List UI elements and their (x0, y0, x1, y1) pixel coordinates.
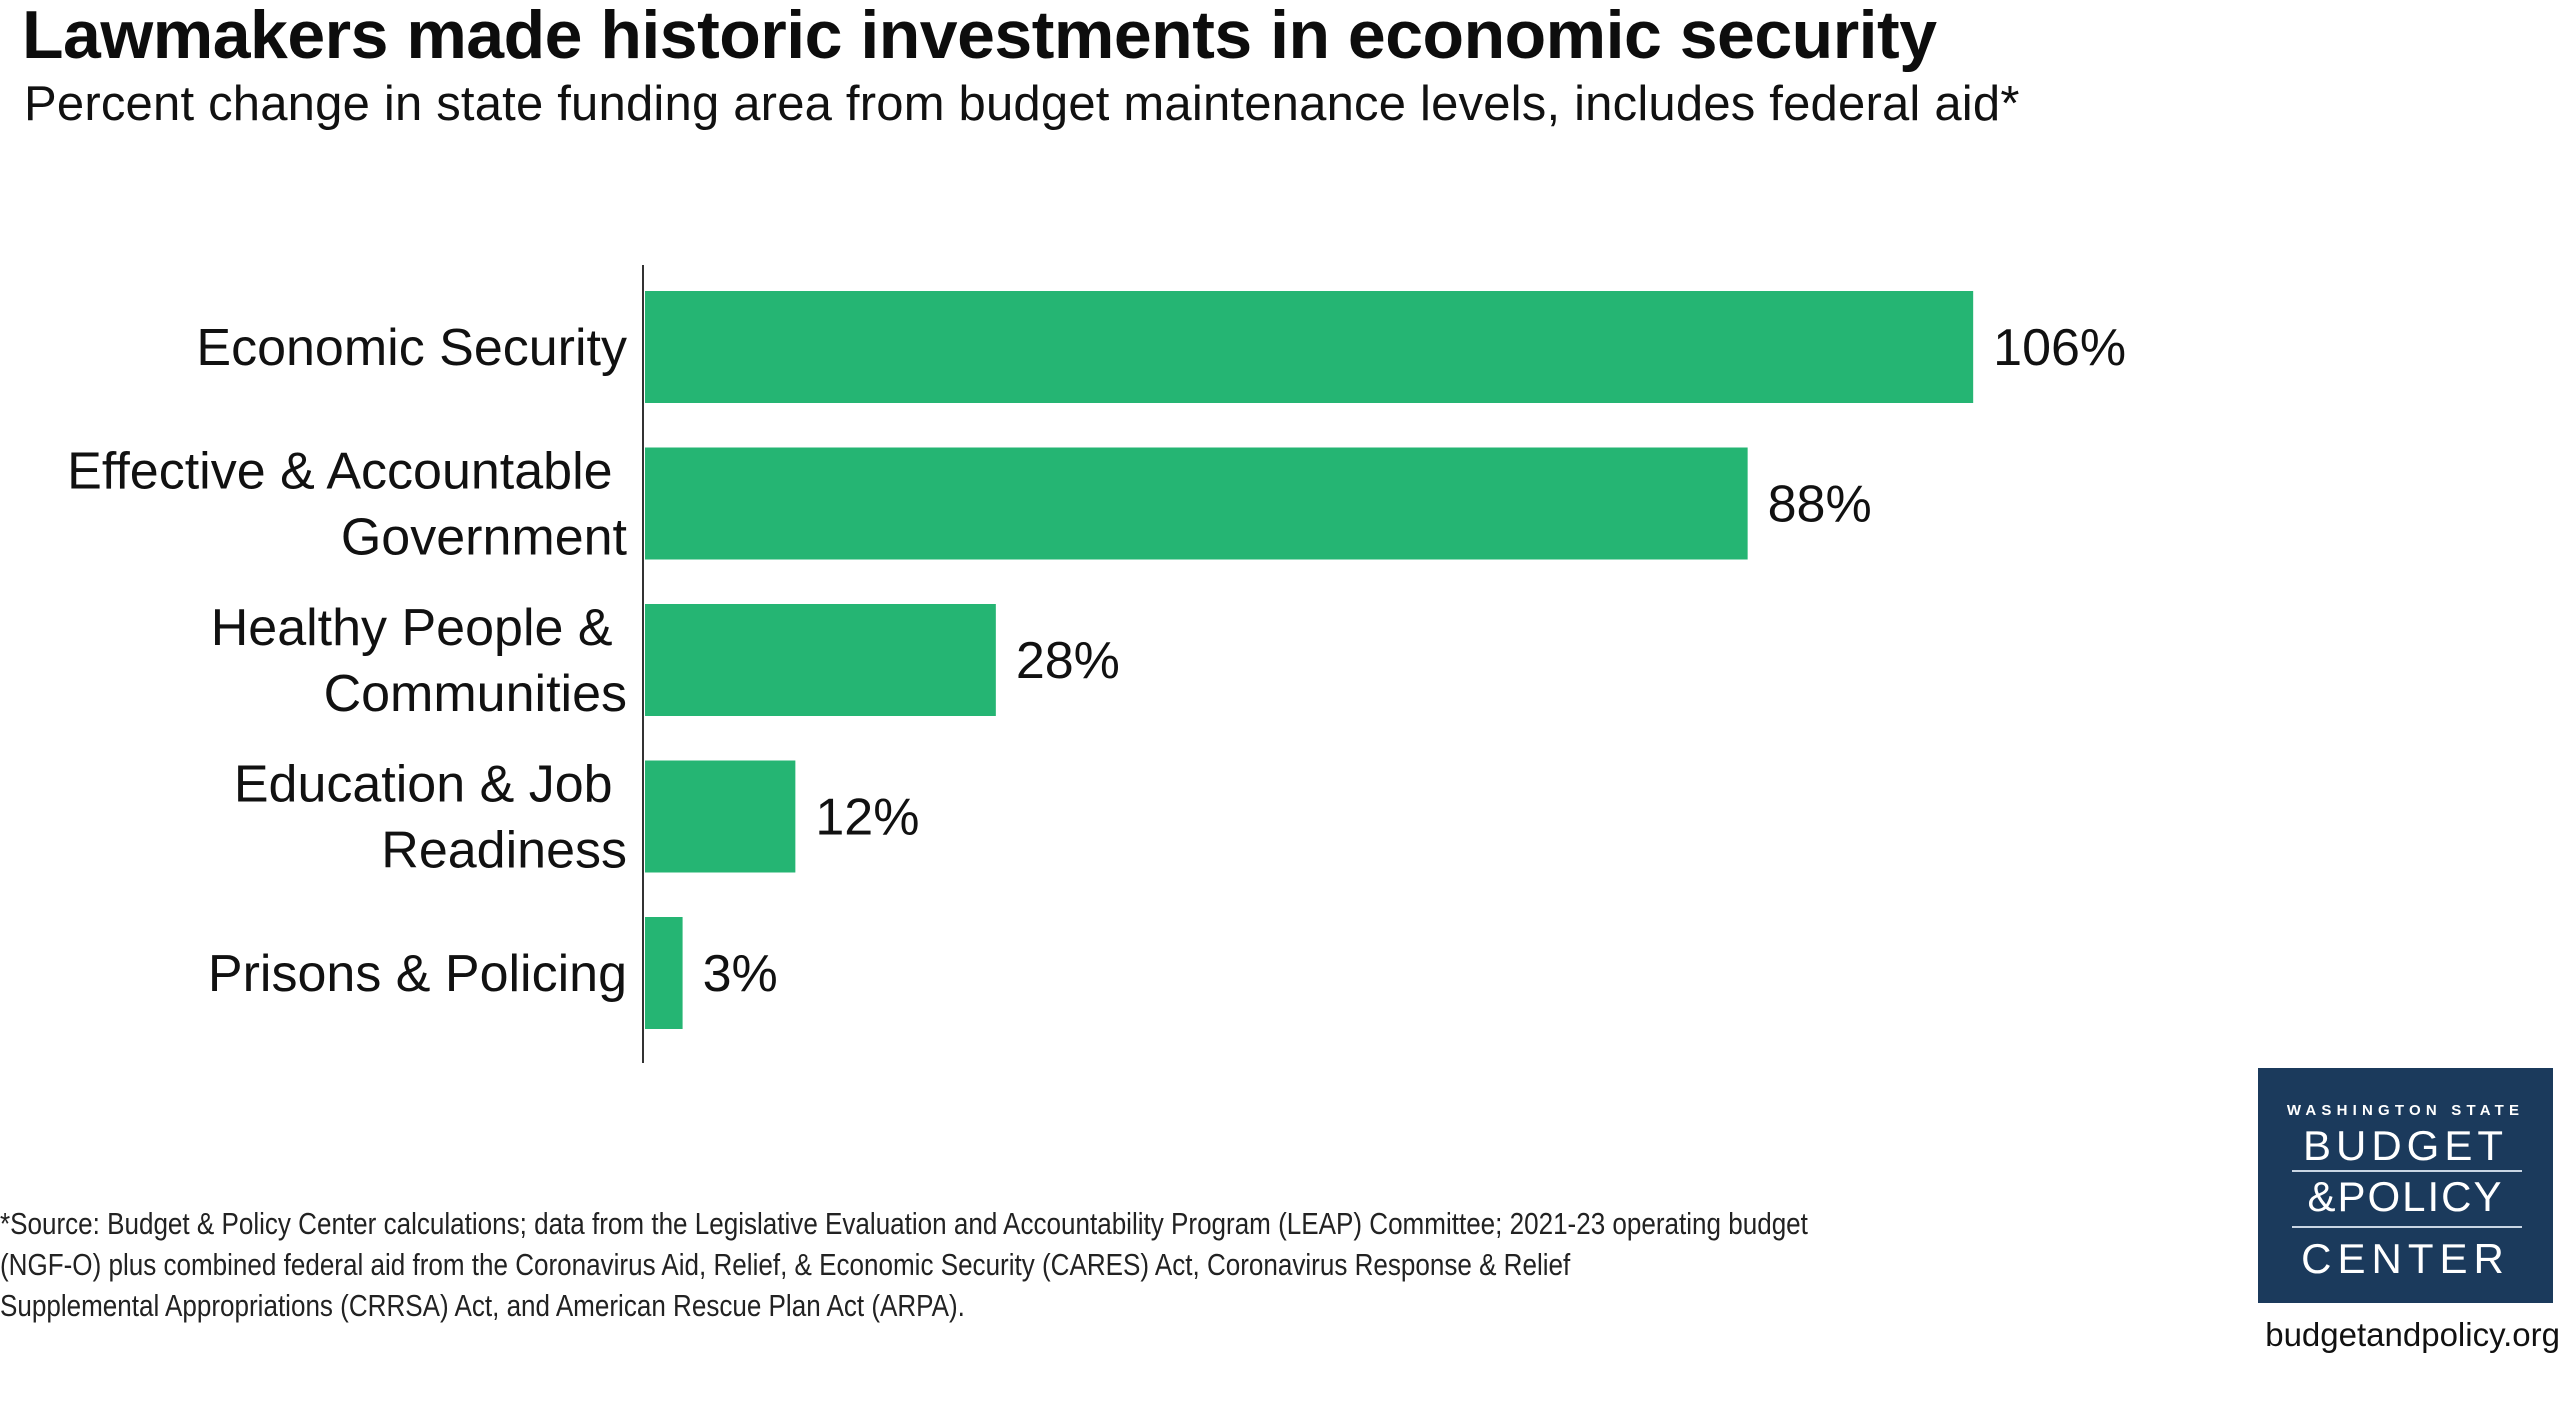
category-label: Education & Job (234, 756, 627, 814)
bar (645, 604, 996, 716)
value-label: 28% (1016, 632, 1120, 690)
chart-subtitle: Percent change in state funding area fro… (24, 77, 2020, 131)
category-label: Government (341, 509, 628, 567)
source-footnote: *Source: Budget & Policy Center calculat… (0, 1203, 1808, 1326)
value-label: 3% (703, 945, 778, 1003)
logo-center-text: CENTER (2301, 1235, 2510, 1282)
value-label: 12% (815, 789, 919, 847)
bar (645, 291, 1974, 403)
bar (645, 447, 1748, 560)
chart-title: Lawmakers made historic investments in e… (22, 0, 1937, 73)
footnote-line: *Source: Budget & Policy Center calculat… (0, 1206, 1808, 1241)
bar (645, 917, 683, 1029)
logo-budget-text: BUDGET (2302, 1122, 2508, 1169)
logo-policy-text: &POLICY (2307, 1173, 2504, 1220)
footnote-line: Supplemental Appropriations (CRRSA) Act,… (0, 1288, 965, 1323)
category-label: Prisons & Policing (208, 945, 627, 1003)
bar-chart: Economic Security Effective & Accountable… (67, 265, 2127, 1063)
logo-state-text: WASHINGTON STATE (2286, 1102, 2525, 1119)
value-labels-group: 106% 88% 28% 12% 3% (703, 319, 2127, 1003)
logo-divider (2292, 1226, 2522, 1228)
category-label: Healthy People & (211, 599, 627, 657)
logo-divider (2292, 1170, 2522, 1172)
website-url: budgetandpolicy.org (2265, 1316, 2560, 1353)
budget-policy-center-logo: WASHINGTON STATE BUDGET &POLICY CENTER (2258, 1068, 2553, 1303)
bar (645, 760, 796, 873)
category-label: Communities (324, 665, 627, 723)
category-label: Effective & Accountable (67, 443, 627, 501)
value-label: 88% (1768, 476, 1872, 534)
category-labels-group: Economic Security Effective & Accountable… (67, 319, 627, 1003)
bars-group (645, 291, 1974, 1029)
footnote-line: (NGF-O) plus combined federal aid from t… (0, 1247, 1571, 1282)
category-label: Readiness (381, 822, 627, 880)
value-label: 106% (1993, 319, 2126, 377)
category-label: Economic Security (196, 319, 627, 377)
